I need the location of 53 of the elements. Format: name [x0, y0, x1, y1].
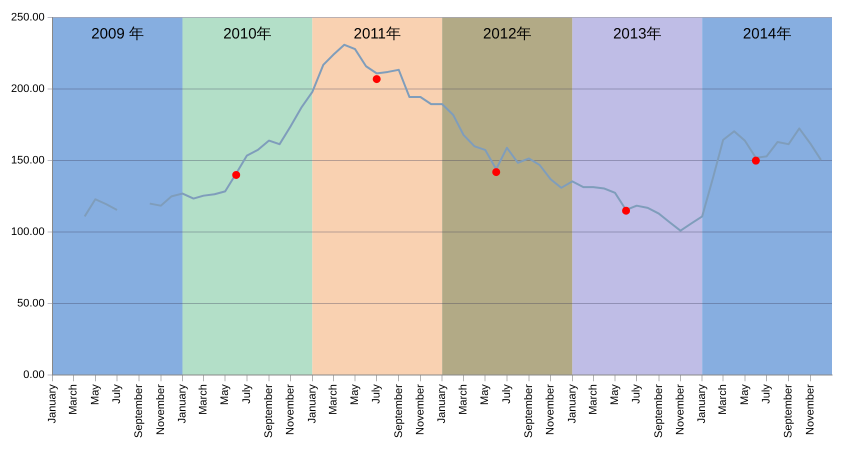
y-tick-label: 200.00	[10, 83, 45, 96]
x-tick-label: May	[738, 384, 751, 405]
x-tick-label: March	[717, 384, 730, 415]
x-tick-label: September	[522, 384, 535, 438]
x-tick-label: March	[197, 384, 210, 415]
x-tick-label: March	[587, 384, 600, 415]
x-tick-label: May	[89, 384, 102, 405]
band-label: 2013年	[613, 26, 662, 43]
x-tick-label: November	[284, 384, 297, 435]
point	[492, 168, 500, 176]
band-label: 2012年	[483, 26, 532, 43]
x-tick-label: July	[240, 384, 253, 404]
x-tick-label: January	[566, 384, 578, 424]
point	[752, 156, 760, 165]
point	[622, 206, 630, 215]
x-tick-label: July	[760, 384, 773, 404]
x-tick-label: November	[674, 384, 686, 435]
x-tick-label: November	[154, 384, 167, 435]
x-tick-label: July	[111, 384, 124, 404]
x-tick-label: January	[696, 384, 708, 424]
x-tick-label: March	[68, 384, 80, 415]
x-tick-label: March	[458, 384, 470, 415]
x-tick-label: November	[414, 384, 426, 435]
x-tick-label: November	[804, 384, 816, 435]
y-tick-label: 250.00	[10, 12, 45, 24]
x-tick-label: January	[306, 384, 318, 424]
x-tick-label: September	[782, 384, 795, 438]
x-tick-label: May	[479, 384, 492, 405]
x-tick-label: May	[349, 384, 362, 405]
y-tick-label: 150.00	[10, 154, 45, 167]
x-tick-label: January	[176, 384, 189, 424]
x-tick-label: March	[327, 384, 340, 415]
x-tick-label: July	[500, 384, 513, 404]
y-tick-label: 100.00	[10, 226, 45, 238]
band-label: 2010年	[223, 26, 272, 43]
y-tick-label: 50.00	[17, 298, 45, 310]
x-tick-label: July	[370, 384, 383, 404]
x-tick-label: September	[262, 384, 275, 438]
band-label: 2009 年	[91, 26, 144, 43]
x-tick-label: January	[436, 384, 448, 424]
x-tick-label: May	[609, 384, 622, 405]
point	[232, 170, 240, 179]
x-tick-label: January	[46, 384, 59, 424]
band-label: 2011年	[354, 26, 401, 43]
x-tick-label: September	[652, 384, 665, 438]
band-label: 2014年	[742, 26, 792, 43]
y-tick-label: 0.00	[23, 369, 45, 382]
x-tick-label: May	[219, 384, 232, 405]
x-tick-label: November	[544, 384, 557, 435]
x-tick-label: September	[392, 384, 405, 438]
point	[372, 75, 381, 84]
x-tick-label: July	[630, 384, 643, 404]
x-tick-label: September	[133, 384, 146, 438]
